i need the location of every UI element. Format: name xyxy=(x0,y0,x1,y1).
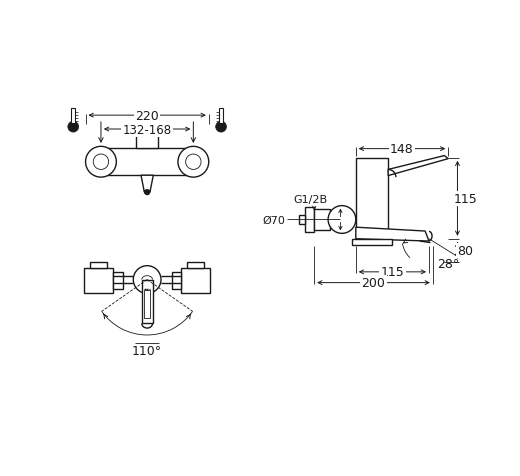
Bar xyxy=(314,209,330,231)
Bar xyxy=(305,208,314,232)
Bar xyxy=(299,216,305,225)
Text: 132-168: 132-168 xyxy=(123,123,172,136)
Text: 110°: 110° xyxy=(132,345,162,357)
Bar xyxy=(113,272,123,289)
Circle shape xyxy=(133,266,161,294)
Circle shape xyxy=(186,155,201,170)
Text: 148: 148 xyxy=(390,143,414,156)
Circle shape xyxy=(216,122,227,133)
Circle shape xyxy=(328,206,356,234)
Text: 220: 220 xyxy=(135,109,159,122)
Bar xyxy=(219,109,223,124)
Circle shape xyxy=(93,155,109,170)
Text: 200: 200 xyxy=(361,277,385,289)
Bar xyxy=(187,262,204,268)
Circle shape xyxy=(86,147,116,178)
Bar xyxy=(144,290,150,318)
Text: Ø70: Ø70 xyxy=(263,215,286,225)
Polygon shape xyxy=(388,156,448,176)
Circle shape xyxy=(144,189,150,196)
Bar xyxy=(356,159,388,239)
Bar xyxy=(142,280,152,324)
Text: 115: 115 xyxy=(453,192,477,205)
Text: 80: 80 xyxy=(457,244,473,257)
Bar xyxy=(352,239,392,245)
Bar xyxy=(181,268,210,293)
Text: G1/2B: G1/2B xyxy=(293,195,328,205)
Bar xyxy=(84,268,113,293)
Text: 115: 115 xyxy=(381,266,404,279)
Bar xyxy=(101,149,193,176)
Bar xyxy=(136,134,158,149)
Circle shape xyxy=(178,147,209,178)
Bar xyxy=(139,128,155,134)
Circle shape xyxy=(68,122,79,133)
Bar xyxy=(90,262,107,268)
Text: 28°: 28° xyxy=(437,258,459,270)
Bar xyxy=(172,272,181,289)
Polygon shape xyxy=(141,176,153,191)
Polygon shape xyxy=(356,228,429,241)
Bar xyxy=(71,109,75,124)
